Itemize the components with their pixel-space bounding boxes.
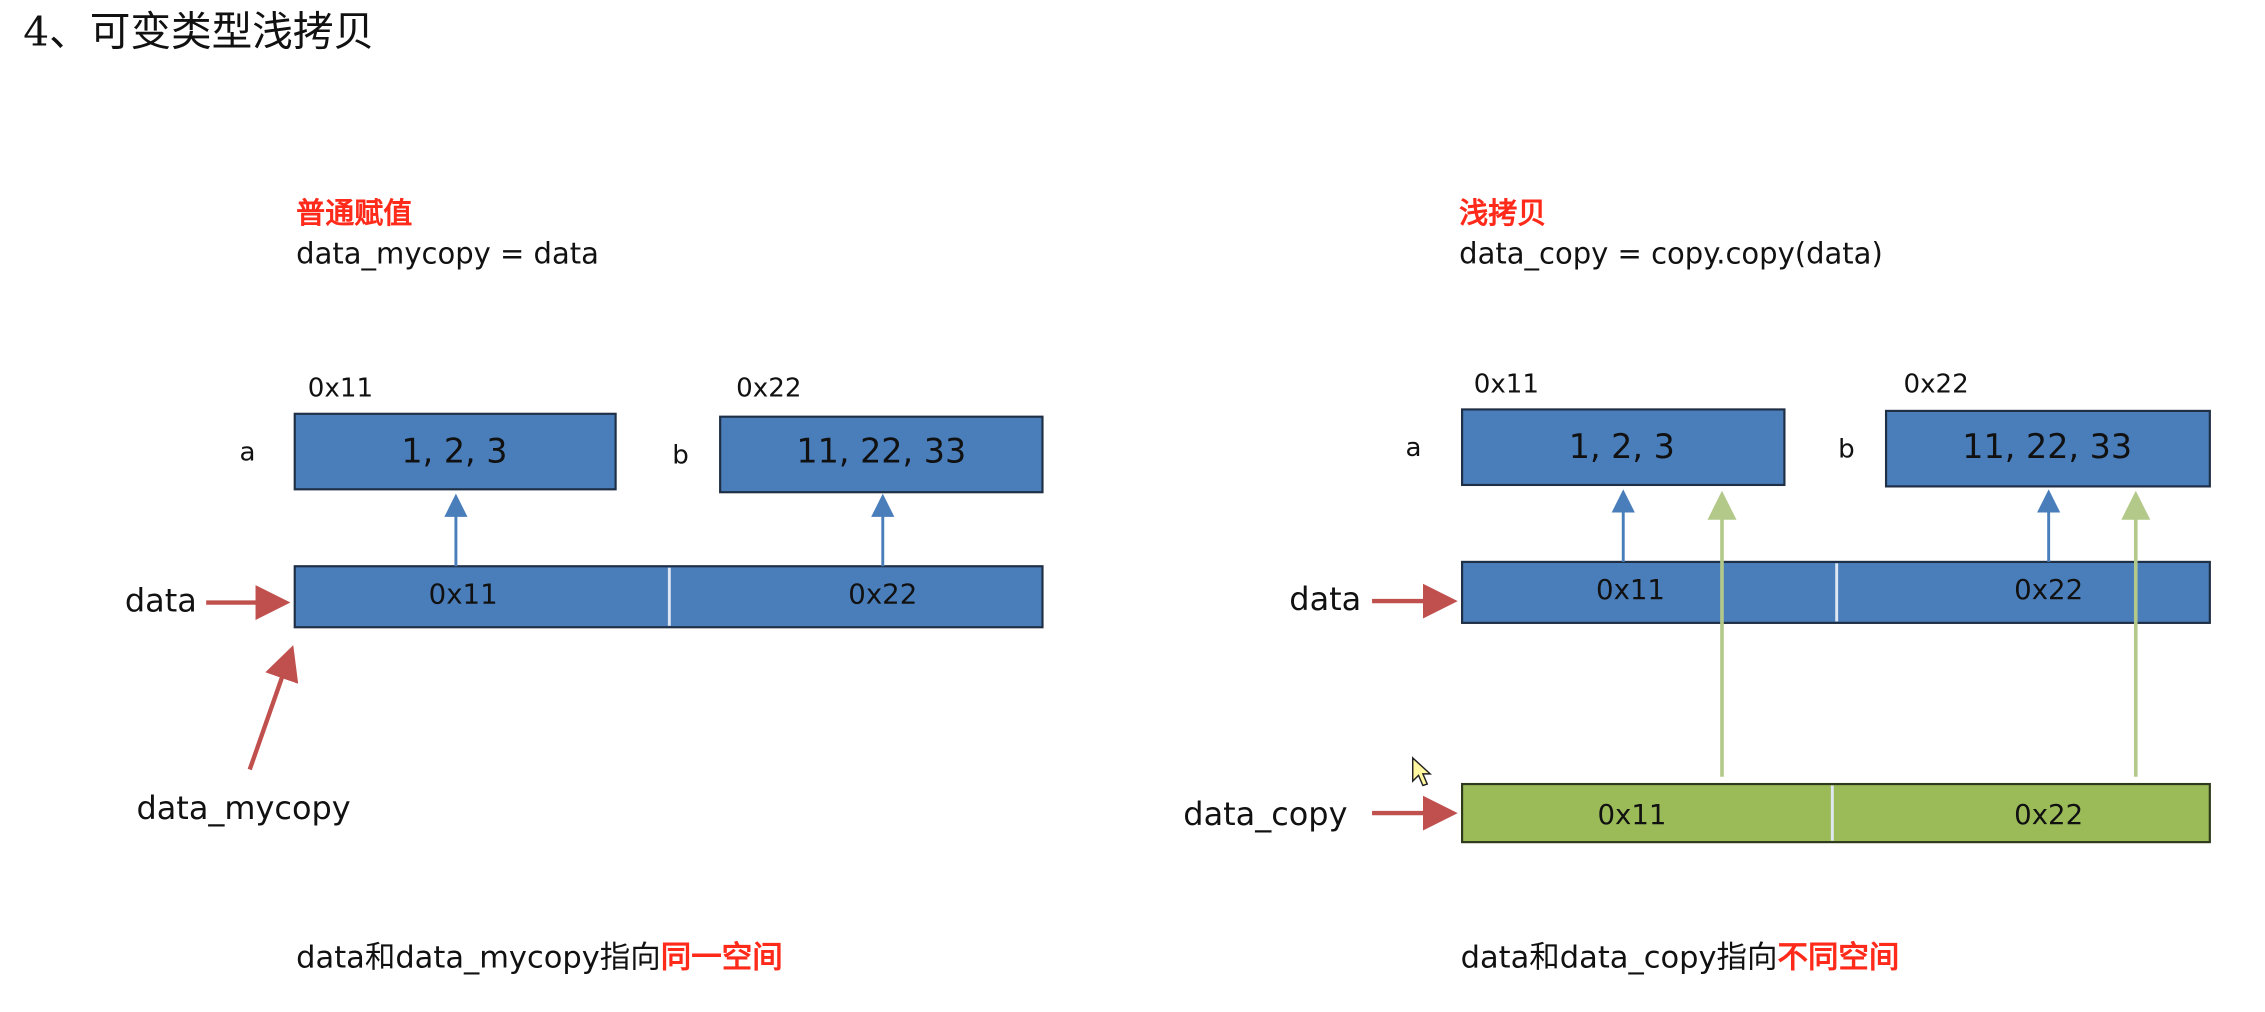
var-name: data_copy (1183, 795, 1347, 833)
arrow (247, 645, 299, 771)
list-values: 11, 22, 33 (796, 432, 966, 471)
address: 0x11 (1474, 369, 1539, 399)
cell: 0x22 (2014, 798, 2083, 831)
caption-text: data和data_copy指向 (1461, 940, 1778, 975)
heading: 普通赋值 (296, 196, 412, 230)
cursor (1411, 756, 1433, 787)
address: 0x22 (736, 374, 801, 404)
cell: 0x22 (2014, 573, 2083, 606)
code: data_mycopy = data (296, 237, 599, 271)
var-name: data_mycopy (136, 789, 350, 827)
var-label: a (240, 438, 256, 468)
list-box (1884, 409, 2211, 488)
heading: 浅拷贝 (1459, 196, 1546, 230)
var-name: data (1289, 580, 1361, 618)
caption-text: data和data_mycopy指向 (296, 940, 661, 975)
caption: data和data_copy指向不同空间 (1461, 940, 1900, 975)
list-box (1460, 408, 1786, 487)
list-values: 1, 2, 3 (1569, 427, 1675, 466)
cell: 0x11 (1596, 573, 1665, 606)
var-name: data (125, 582, 197, 620)
cell: 0x22 (848, 577, 917, 610)
list-box (719, 415, 1044, 494)
caption-emphasis: 同一空间 (661, 940, 783, 975)
address: 0x11 (308, 374, 373, 404)
address: 0x22 (1903, 369, 1968, 399)
list-box (293, 412, 617, 491)
code: data_copy = copy.copy(data) (1459, 237, 1883, 271)
caption-emphasis: 不同空间 (1777, 940, 1899, 975)
list-values: 1, 2, 3 (401, 432, 507, 471)
page-title: 4、可变类型浅拷贝 (23, 7, 374, 55)
list-values: 11, 22, 33 (1962, 427, 2132, 466)
cell: 0x11 (1597, 798, 1666, 831)
var-label: b (672, 440, 689, 470)
cell: 0x11 (429, 577, 498, 610)
copy-row (1460, 782, 2211, 844)
var-label: b (1838, 435, 1855, 465)
caption: data和data_mycopy指向同一空间 (296, 940, 783, 975)
var-label: a (1405, 433, 1421, 463)
